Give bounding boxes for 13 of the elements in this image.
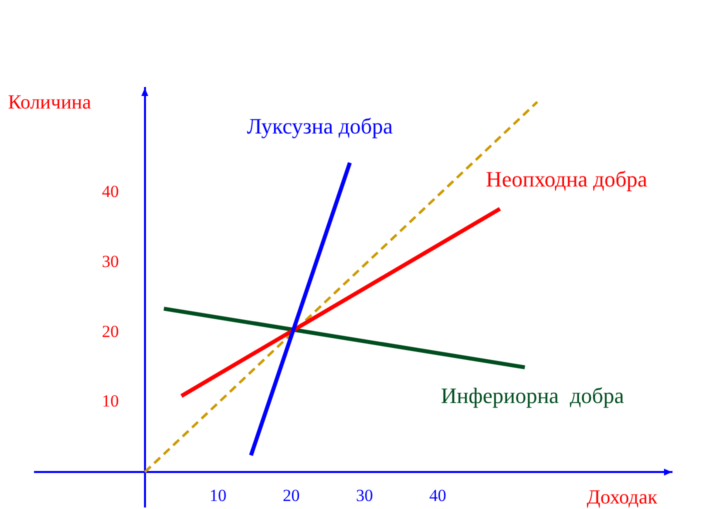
- x-tick-label: 40: [429, 486, 446, 505]
- series-label: Инфериорна добра: [440, 383, 624, 408]
- series-label: Неопходна добра: [486, 166, 648, 192]
- x-axis-title: Доходак: [586, 486, 658, 508]
- x-tick-label: 20: [282, 486, 300, 505]
- y-tick-label: 30: [102, 252, 119, 272]
- text: Луксузна добра: [246, 114, 394, 139]
- y-tick-label: 20: [102, 322, 119, 341]
- y-axis-title: Количина: [8, 91, 92, 114]
- y-tick-label: 40: [102, 182, 119, 202]
- x-tick-label: 30: [356, 486, 373, 505]
- x-tick-label: 10: [210, 486, 227, 505]
- y-tick-label: 10: [102, 392, 119, 411]
